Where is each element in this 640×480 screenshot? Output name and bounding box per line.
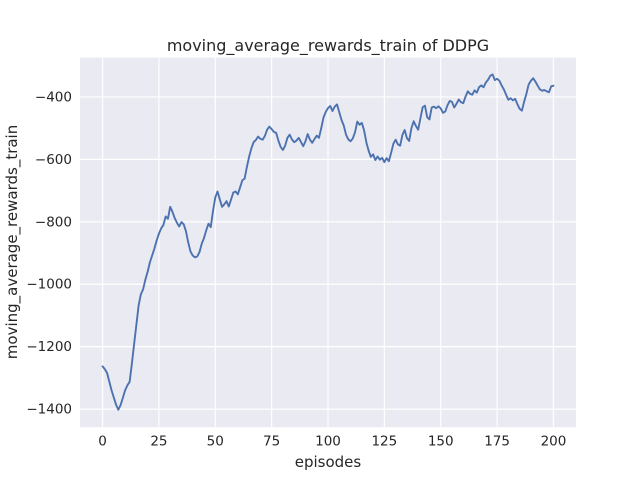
gridlines — [80, 57, 576, 428]
x-tick-label: 200 — [541, 434, 567, 450]
y-tick-label: −800 — [35, 214, 72, 230]
x-tick-label: 0 — [98, 434, 107, 450]
x-axis-label: episodes — [295, 453, 362, 471]
reward-line — [101, 73, 555, 411]
y-tick-label: −1200 — [26, 339, 72, 355]
y-tick-label: −600 — [35, 152, 72, 168]
x-tick-label: 75 — [263, 434, 280, 450]
x-tick-label: 125 — [371, 434, 397, 450]
y-tick-label: −1400 — [26, 402, 72, 418]
tick-labels: 0 25 50 75 100 125 150 175 200 −400 −600 −800 −1000 −… — [26, 89, 566, 449]
data-line — [101, 73, 555, 411]
y-axis-label: moving_average_rewards_train — [3, 125, 22, 359]
y-tick-label: −1000 — [26, 277, 72, 293]
x-tick-label: 100 — [315, 434, 341, 450]
x-tick-label: 150 — [428, 434, 454, 450]
x-tick-label: 25 — [150, 434, 167, 450]
x-tick-label: 175 — [484, 434, 510, 450]
x-tick-label: 50 — [207, 434, 224, 450]
y-tick-label: −400 — [35, 89, 72, 105]
chart-title: moving_average_rewards_train of DDPG — [167, 36, 489, 56]
